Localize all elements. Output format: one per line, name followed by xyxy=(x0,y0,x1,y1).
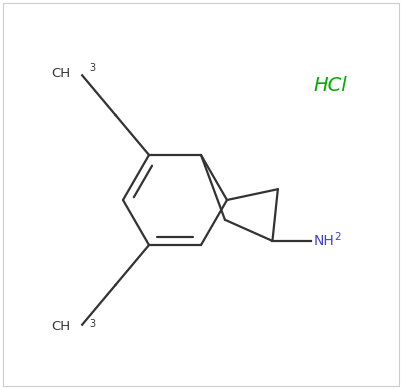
Text: CH: CH xyxy=(51,67,70,80)
Text: 2: 2 xyxy=(334,232,340,242)
Text: NH: NH xyxy=(313,234,333,248)
Text: HCl: HCl xyxy=(312,75,346,95)
Text: 3: 3 xyxy=(89,63,95,73)
Text: CH: CH xyxy=(51,320,70,333)
Text: 3: 3 xyxy=(89,319,95,329)
